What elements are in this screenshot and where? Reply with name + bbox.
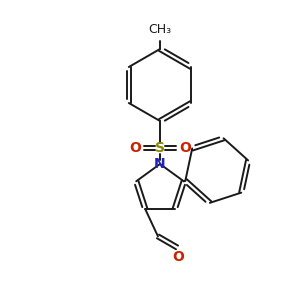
Text: O: O xyxy=(172,250,184,264)
Text: O: O xyxy=(179,141,191,155)
Text: CH₃: CH₃ xyxy=(148,23,172,36)
Text: O: O xyxy=(129,141,141,155)
Text: S: S xyxy=(155,141,165,155)
Text: N: N xyxy=(154,157,166,171)
